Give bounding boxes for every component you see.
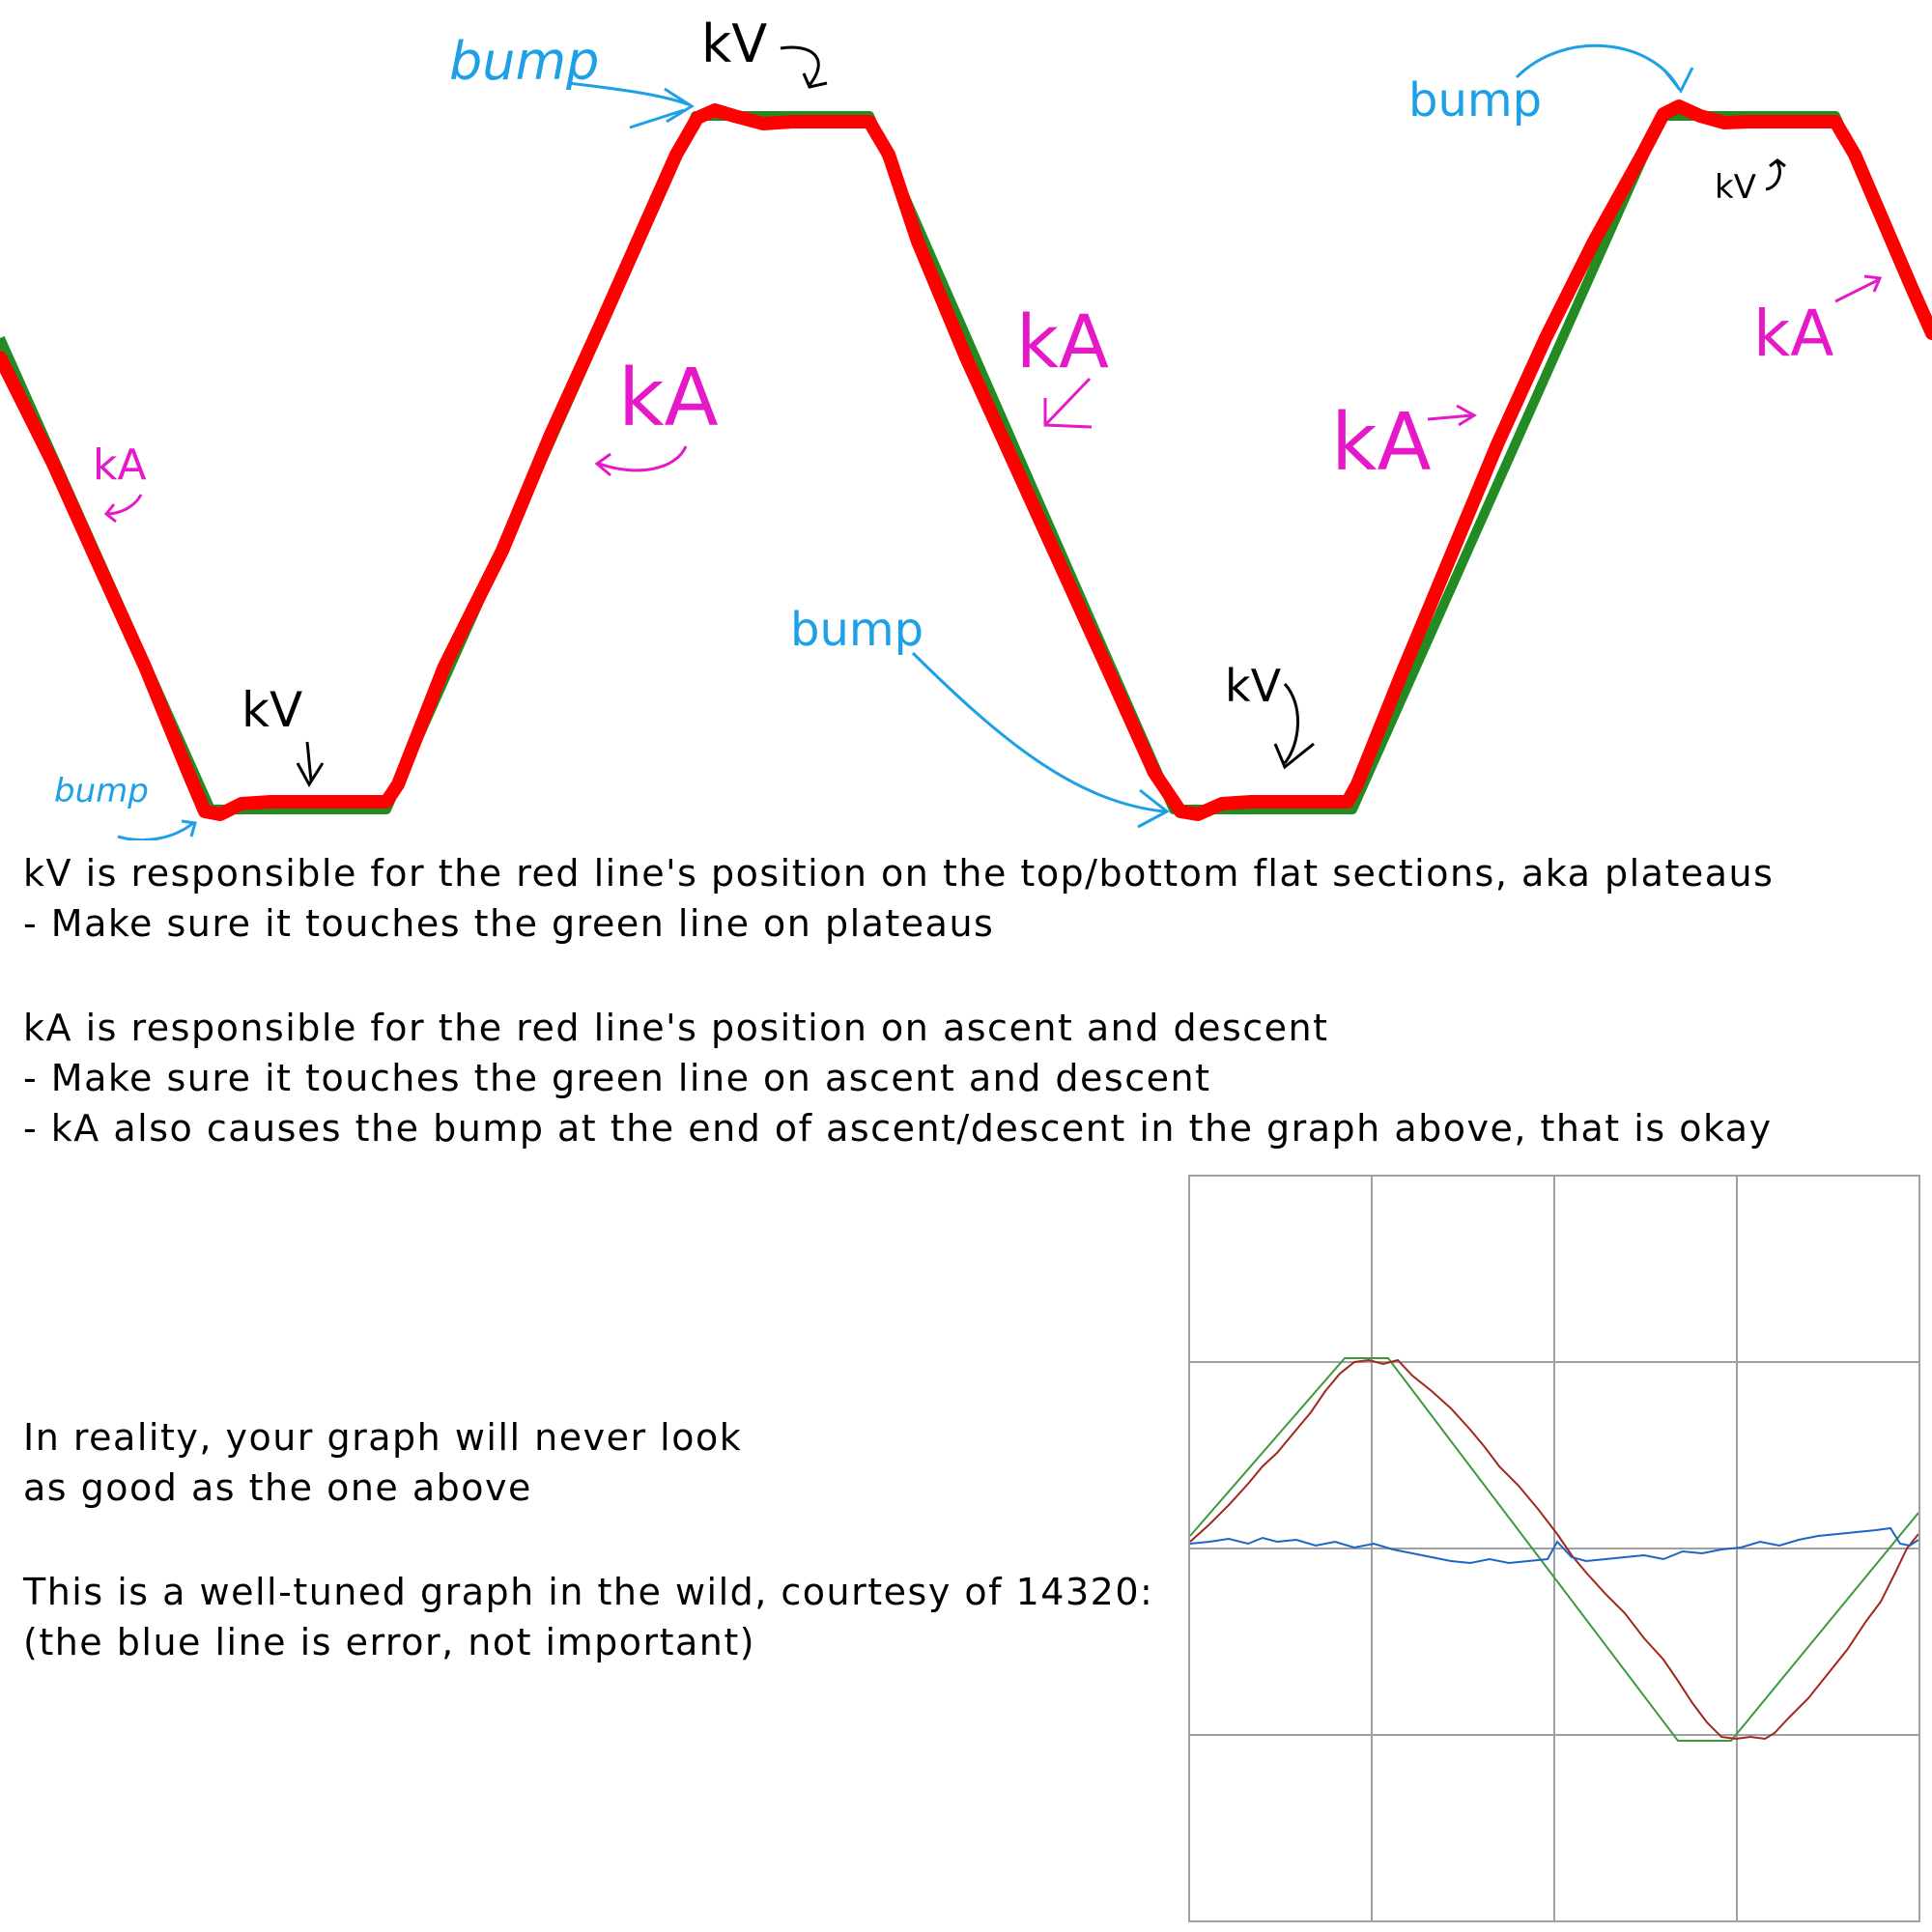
kv-label: kV (701, 14, 767, 74)
bump-label: bump (449, 31, 599, 92)
ka-arrow (1043, 377, 1093, 429)
ka-instruction: - Make sure it touches the green line on… (23, 1057, 1211, 1099)
wild-graph-caption: This is a well-tuned graph in the wild, … (23, 1571, 1154, 1613)
kv-arrow (780, 45, 828, 89)
ka-label: kA (618, 353, 719, 444)
ka-arrow (594, 445, 688, 477)
ka-label: kA (1016, 298, 1109, 384)
ka-label: kA (1753, 297, 1833, 371)
kv-explanation: kV is responsible for the red line's pos… (23, 852, 1775, 895)
ka-label: kA (93, 440, 147, 490)
kv-label: kV (242, 682, 302, 738)
ka-arrow (1427, 404, 1477, 427)
bump-arrow (567, 81, 689, 106)
target-profile-line (1190, 1357, 1918, 1742)
error-line-note: (the blue line is error, not important) (23, 1621, 756, 1663)
kv-instruction: - Make sure it touches the green line on… (23, 902, 995, 945)
ka-label: kA (1331, 397, 1432, 489)
real-world-graph (1188, 1175, 1920, 1922)
reality-note-line-1: In reality, your graph will never look (23, 1416, 743, 1459)
bump-label: bump (54, 772, 149, 810)
bump-label: bump (1408, 73, 1542, 128)
kv-arrow (1273, 682, 1315, 770)
bump-label: bump (790, 603, 923, 657)
bump-arrow (117, 821, 194, 840)
ideal-motion-profile-diagram: bump bump bump bump kV kV kV kV kA kA kA… (0, 14, 1932, 840)
kv-label: kV (1225, 660, 1282, 712)
kv-arrow (296, 741, 325, 787)
kv-arrow (1765, 158, 1786, 191)
ka-explanation: kA is responsible for the red line's pos… (23, 1007, 1329, 1049)
bump-arrow (911, 651, 1165, 813)
ka-bump-note: - kA also causes the bump at the end of … (23, 1107, 1773, 1150)
kv-label: kV (1715, 168, 1756, 207)
actual-red-line (0, 99, 1932, 821)
ka-arrow (103, 494, 143, 524)
bump-arrow-head (664, 87, 695, 124)
reality-note-line-2: as good as the one above (23, 1466, 532, 1509)
ka-arrow (1834, 274, 1883, 303)
error-line (1190, 1526, 1918, 1565)
actual-profile-line (1190, 1358, 1918, 1741)
